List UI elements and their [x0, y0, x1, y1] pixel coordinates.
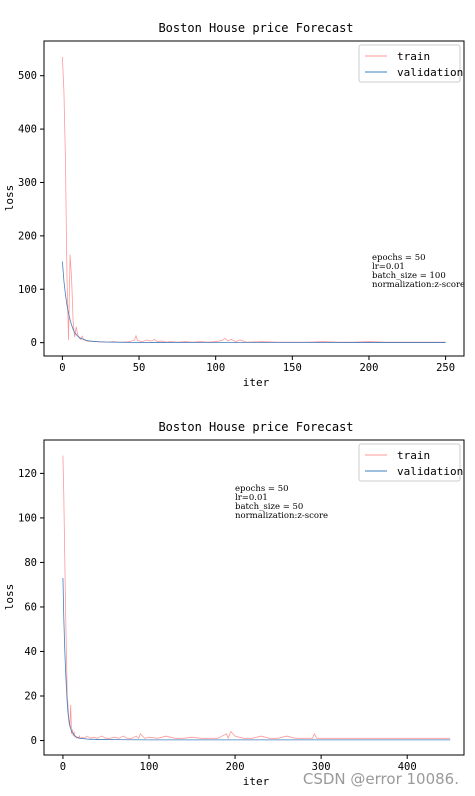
watermark: CSDN @error 10086. — [303, 770, 459, 788]
x-axis-label: iter — [243, 775, 270, 788]
y-tick-label: 120 — [18, 468, 37, 480]
x-tick-label: 300 — [312, 761, 331, 773]
y-tick-label: 100 — [18, 284, 37, 296]
chart-top: Boston House price Forecast 0 50 100 150 200… — [3, 21, 465, 389]
x-tick-label: 100 — [140, 761, 159, 773]
legend-box — [358, 44, 461, 83]
series-line-validation — [61, 261, 446, 343]
series-line-validation — [62, 578, 451, 741]
x-tick-label: 0 — [60, 761, 66, 773]
y-tick-label: 100 — [18, 512, 37, 524]
annotation: epochs = 50 lr=0.01 batch_size = 50 norm… — [235, 484, 328, 521]
annotation-line: batch_size = 100 — [372, 271, 446, 281]
x-tick-label: 400 — [398, 761, 417, 773]
x-axis-label: iter — [243, 376, 270, 389]
y-tick-label: 40 — [24, 646, 37, 658]
y-axis: 0 100 200 300 400 500 — [18, 70, 44, 349]
y-tick-label: 0 — [31, 337, 37, 349]
legend-box — [358, 443, 461, 482]
legend-label-train: train — [397, 449, 430, 462]
y-tick-label: 300 — [18, 177, 37, 189]
x-tick-label: 200 — [226, 761, 245, 773]
y-axis-label: loss — [3, 584, 16, 611]
y-tick-label: 20 — [24, 691, 37, 703]
legend: train validation — [358, 44, 463, 83]
y-axis: 0 20 40 60 80 100 120 — [18, 468, 44, 747]
annotation: epochs = 50 lr=0.01 batch_size = 100 nor… — [372, 253, 465, 290]
y-tick-label: 500 — [18, 70, 37, 82]
y-tick-label: 200 — [18, 230, 37, 242]
annotation-line: epochs = 50 — [235, 484, 289, 494]
plot-frame — [43, 40, 465, 357]
annotation-line: normalization:z-score — [235, 511, 328, 521]
legend-label-train: train — [397, 50, 430, 63]
y-tick-label: 0 — [31, 735, 37, 747]
legend: train validation — [358, 443, 463, 482]
y-tick-label: 400 — [18, 124, 37, 136]
y-tick-label: 60 — [24, 601, 37, 613]
x-axis: 0 50 100 150 200 250 — [59, 356, 455, 374]
x-tick-label: 200 — [359, 362, 378, 374]
x-tick-label: 0 — [59, 362, 65, 374]
chart-title: Boston House price Forecast — [158, 420, 353, 434]
annotation-line: lr=0.01 — [235, 493, 268, 503]
plot-lines — [61, 57, 446, 343]
x-tick-label: 150 — [283, 362, 302, 374]
x-tick-label: 250 — [436, 362, 455, 374]
plot-lines — [62, 455, 451, 741]
x-tick-label: 50 — [133, 362, 146, 374]
legend-label-validation: validation — [397, 66, 463, 79]
annotation-line: normalization:z-score — [372, 280, 465, 290]
annotation-line: batch_size = 50 — [235, 502, 303, 512]
chart-title: Boston House price Forecast — [158, 21, 353, 35]
plot-frame — [43, 439, 465, 756]
x-tick-label: 100 — [206, 362, 225, 374]
chart-bottom: Boston House price Forecast 0 100 200 300 40… — [3, 420, 465, 788]
annotation-line: lr=0.01 — [372, 262, 405, 272]
y-tick-label: 80 — [24, 557, 37, 569]
y-axis-label: loss — [3, 185, 16, 212]
series-line-train — [62, 455, 451, 740]
annotation-line: epochs = 50 — [372, 253, 426, 263]
x-axis: 0 100 200 300 400 — [60, 755, 417, 773]
legend-label-validation: validation — [397, 465, 463, 478]
